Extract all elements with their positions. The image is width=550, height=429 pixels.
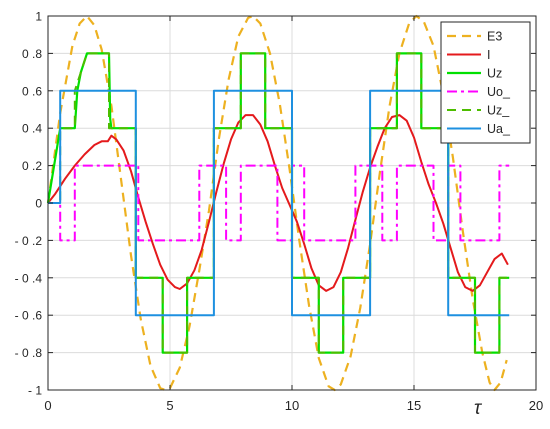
series-line-ua (48, 89, 510, 317)
legend: E3 I Uz Uo_ Uz_ Ua_ (440, 21, 531, 144)
y-tick-label: - 1 (28, 384, 42, 398)
legend-label: Ua_ (487, 122, 511, 136)
y-tick-label: - 0 .4 (15, 271, 43, 285)
y-tick-label: - 0 .8 (15, 346, 43, 360)
series-line-i (47, 114, 509, 292)
y-tick-label: 0 .2 (22, 159, 42, 173)
y-tick-label: - 0 .6 (15, 309, 43, 323)
y-tick-label: 0 (35, 197, 42, 211)
y-tick-label: - 0 .2 (15, 234, 43, 248)
series-line-e3 (46, 14, 508, 392)
y-tick-label: 0 .8 (22, 47, 42, 61)
x-tick-label: 5 (166, 398, 173, 413)
series-line-uz (48, 52, 510, 354)
y-tick-label: 0 .6 (22, 84, 42, 98)
x-axis-label: τ (474, 398, 483, 419)
y-tick-label: 0 .4 (22, 122, 42, 136)
x-tick-label: 15 (407, 398, 421, 413)
legend-label: Uo_ (487, 85, 511, 99)
legend-box (440, 21, 531, 144)
legend-label: E3 (487, 30, 502, 44)
axis-ticks: 0 5 10 15 20 - 1 - 0 .8 - 0 .6 - 0 .4 - 0 .2 0 0 .2… (15, 10, 544, 414)
legend-label: I (487, 48, 490, 62)
series-line-uo (48, 164, 510, 242)
x-tick-label: 10 (285, 398, 299, 413)
y-tick-label: 1 (35, 10, 42, 24)
series-group (46, 14, 510, 392)
x-tick-label: 0 (44, 398, 51, 413)
legend-label: Uz_ (487, 104, 510, 118)
x-tick-label: 20 (529, 398, 543, 413)
legend-label: Uz (487, 67, 502, 81)
